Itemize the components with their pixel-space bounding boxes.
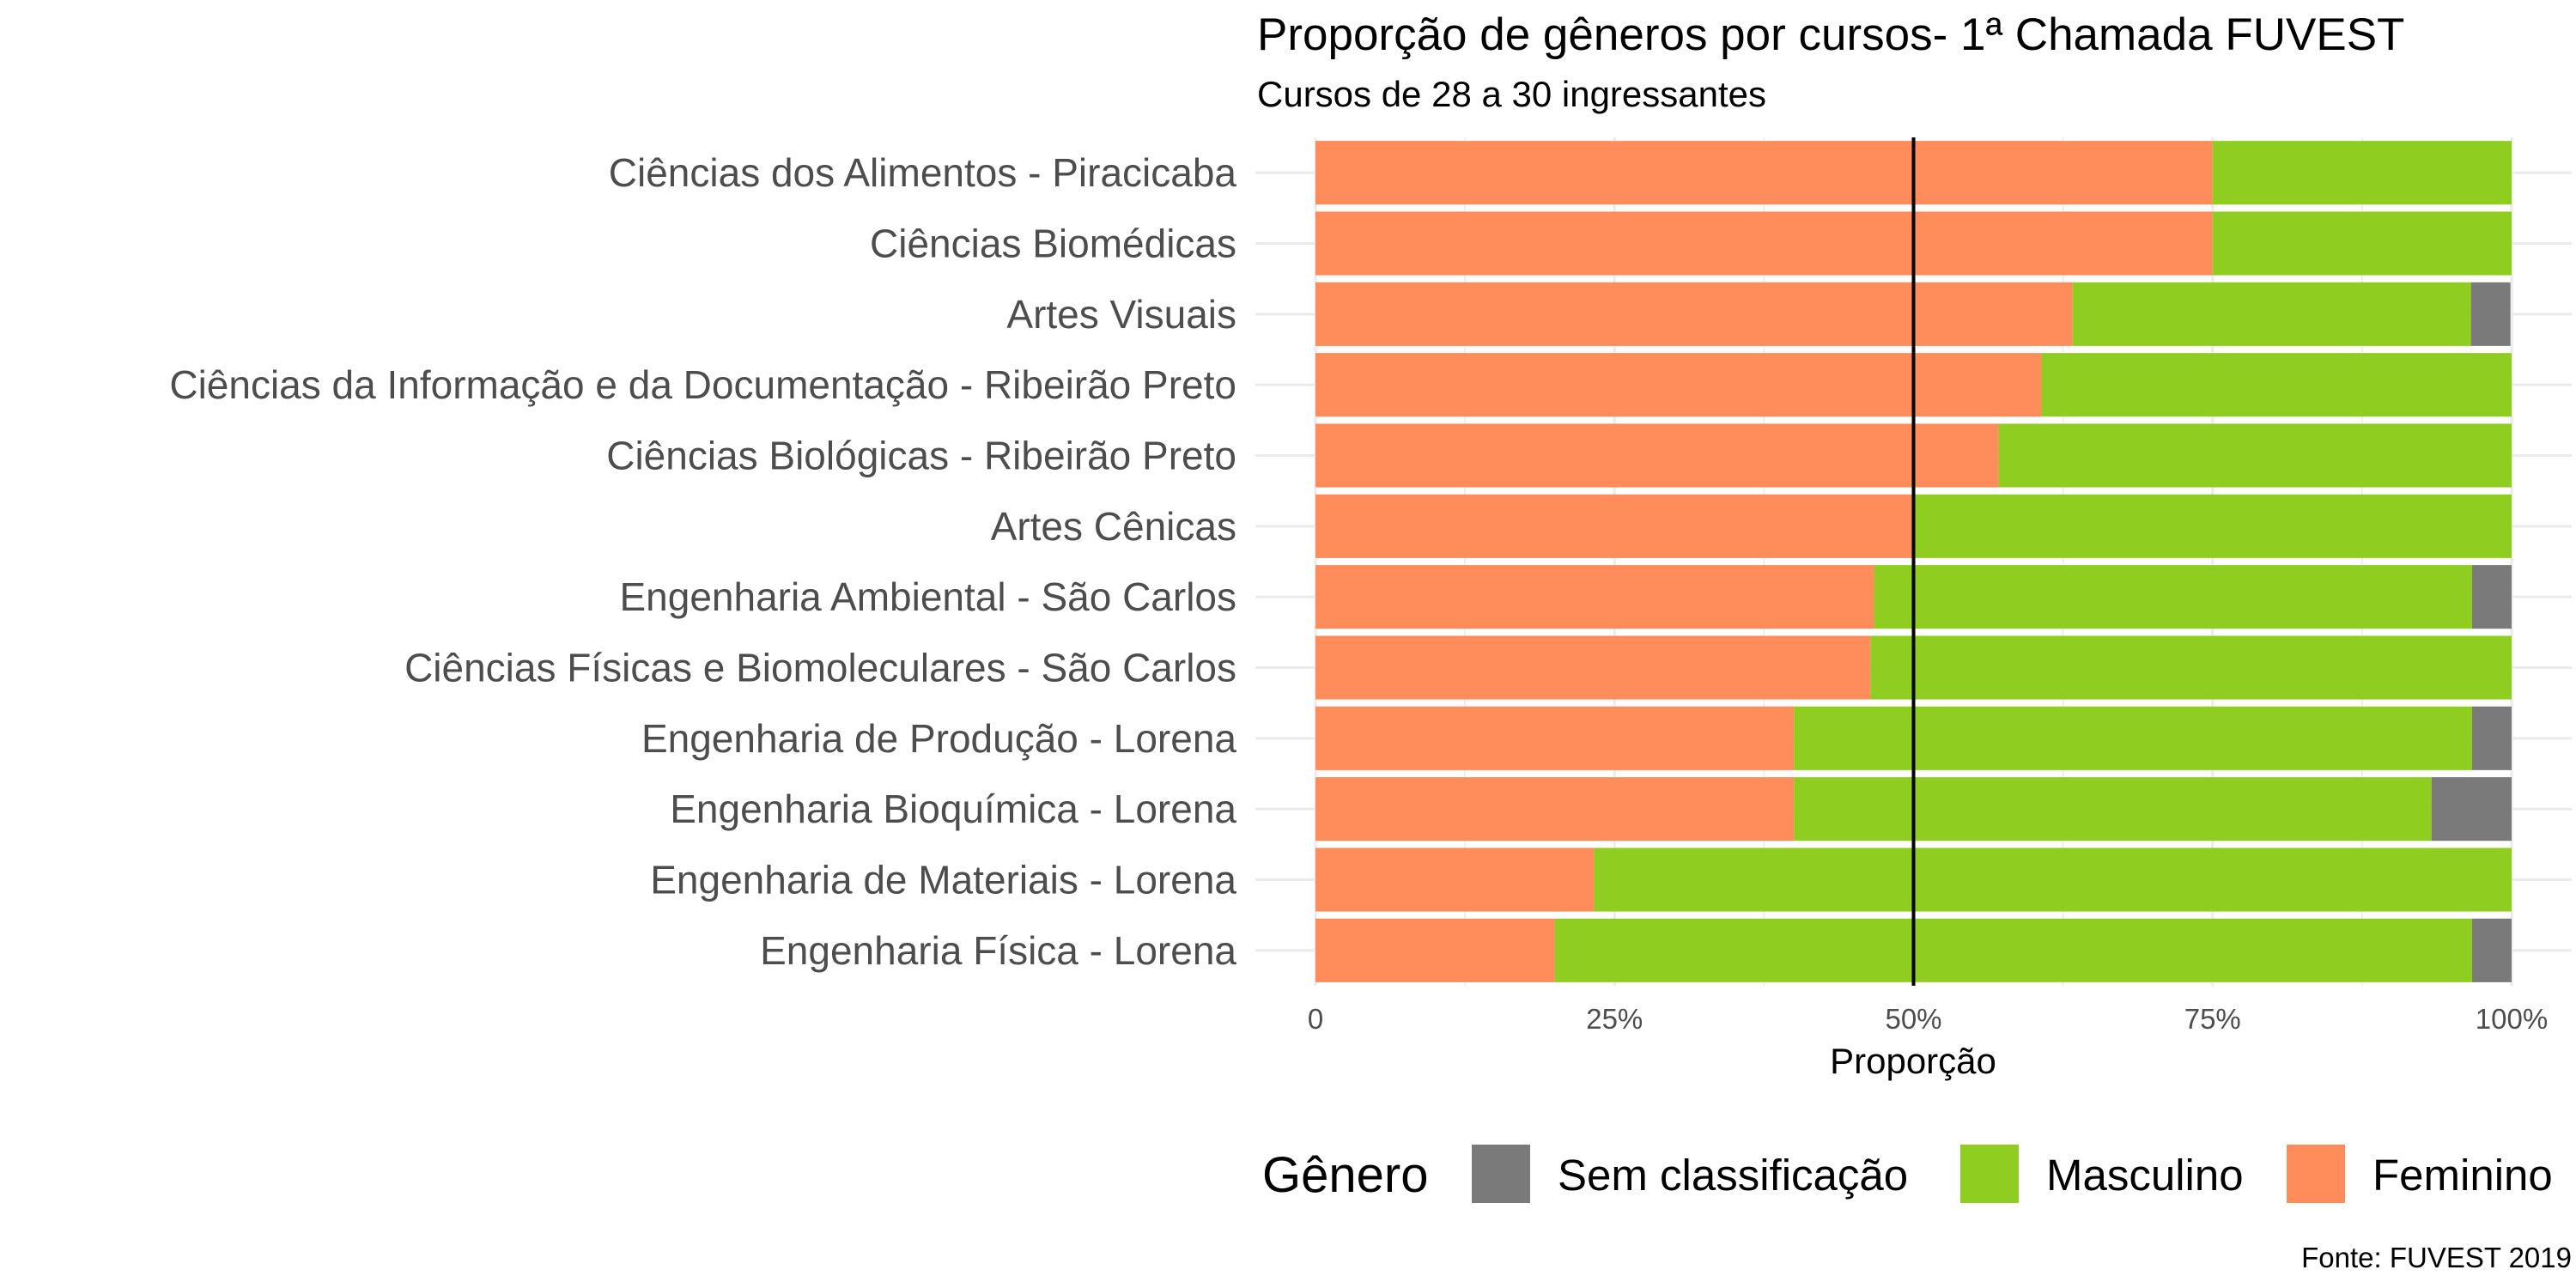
bar-masculino	[1594, 848, 2512, 912]
bar-feminino	[1315, 494, 1914, 558]
category-label: Ciências da Informação e da Documentação…	[169, 362, 1236, 407]
category-label: Artes Visuais	[1006, 292, 1236, 337]
bar-feminino	[1315, 635, 1871, 700]
category-label: Engenharia Física - Lorena	[760, 928, 1236, 973]
x-tick-label: 75%	[2184, 1003, 2241, 1035]
bar-masculino	[2212, 211, 2512, 276]
x-tick-labels: 0 25% 50% 75% 100%	[1308, 1003, 2548, 1035]
category-label: Engenharia Ambiental - São Carlos	[619, 574, 1236, 619]
bar-masculino	[1794, 777, 2432, 841]
bar-sem-classificacao	[2472, 918, 2512, 982]
category-label: Ciências Físicas e Biomoleculares - São …	[404, 646, 1236, 690]
x-axis-title: Proporção	[1830, 1041, 1996, 1081]
legend-key-sem-classificacao	[1472, 1145, 1530, 1203]
legend: Gênero Sem classificação Masculino Feminin…	[1262, 1145, 2553, 1203]
bar-sem-classificacao	[2470, 282, 2511, 346]
legend-key-masculino	[1960, 1145, 2019, 1203]
bars	[1315, 141, 2512, 982]
chart-subtitle: Cursos de 28 a 30 ingressantes	[1257, 74, 1766, 114]
bar-feminino	[1315, 706, 1795, 770]
bar-feminino	[1315, 918, 1555, 982]
x-tick-label: 25%	[1586, 1003, 1643, 1035]
bar-feminino	[1315, 353, 2042, 417]
bar-feminino	[1315, 848, 1595, 912]
bar-masculino	[1874, 565, 2473, 629]
x-tick-label: 0	[1308, 1003, 1323, 1035]
bar-masculino	[1794, 706, 2473, 770]
x-tick-label: 100%	[2476, 1003, 2548, 1035]
legend-key-feminino	[2287, 1145, 2345, 1203]
category-label: Artes Cênicas	[991, 504, 1236, 549]
bar-sem-classificacao	[2472, 565, 2512, 629]
caption: Fonte: FUVEST 2019	[2301, 1242, 2572, 1273]
bar-sem-classificacao	[2431, 777, 2512, 841]
bar-masculino	[2072, 282, 2471, 346]
bar-masculino	[1998, 423, 2512, 488]
legend-label-masculino: Masculino	[2046, 1151, 2244, 1200]
legend-title: Gênero	[1262, 1147, 1428, 1203]
chart-title: Proporção de gêneros por cursos- 1ª Cham…	[1257, 9, 2404, 60]
bar-feminino	[1315, 211, 2213, 276]
category-label: Ciências dos Alimentos - Piracicaba	[609, 150, 1237, 195]
bar-masculino	[2041, 353, 2512, 417]
legend-label-sem-classificacao: Sem classificação	[1558, 1151, 1908, 1200]
legend-label-feminino: Feminino	[2372, 1151, 2553, 1200]
category-labels: Ciências dos Alimentos - Piracicaba Ciênc…	[169, 150, 1236, 973]
category-label: Engenharia de Produção - Lorena	[641, 716, 1236, 761]
bar-feminino	[1315, 777, 1795, 841]
category-label: Ciências Biomédicas	[870, 222, 1236, 266]
bar-masculino	[2212, 141, 2512, 205]
category-label: Engenharia de Materiais - Lorena	[650, 858, 1236, 902]
category-label: Ciências Biológicas - Ribeirão Preto	[606, 434, 1236, 478]
bar-feminino	[1315, 565, 1874, 629]
bar-masculino	[1913, 494, 2512, 558]
bar-masculino	[1554, 918, 2473, 982]
bar-feminino	[1315, 423, 1999, 488]
x-tick-label: 50%	[1885, 1003, 1941, 1035]
category-label: Engenharia Bioquímica - Lorena	[670, 787, 1236, 831]
bar-sem-classificacao	[2472, 706, 2512, 770]
bar-masculino	[1870, 635, 2512, 700]
bar-feminino	[1315, 141, 2213, 205]
bar-feminino	[1315, 282, 2073, 346]
